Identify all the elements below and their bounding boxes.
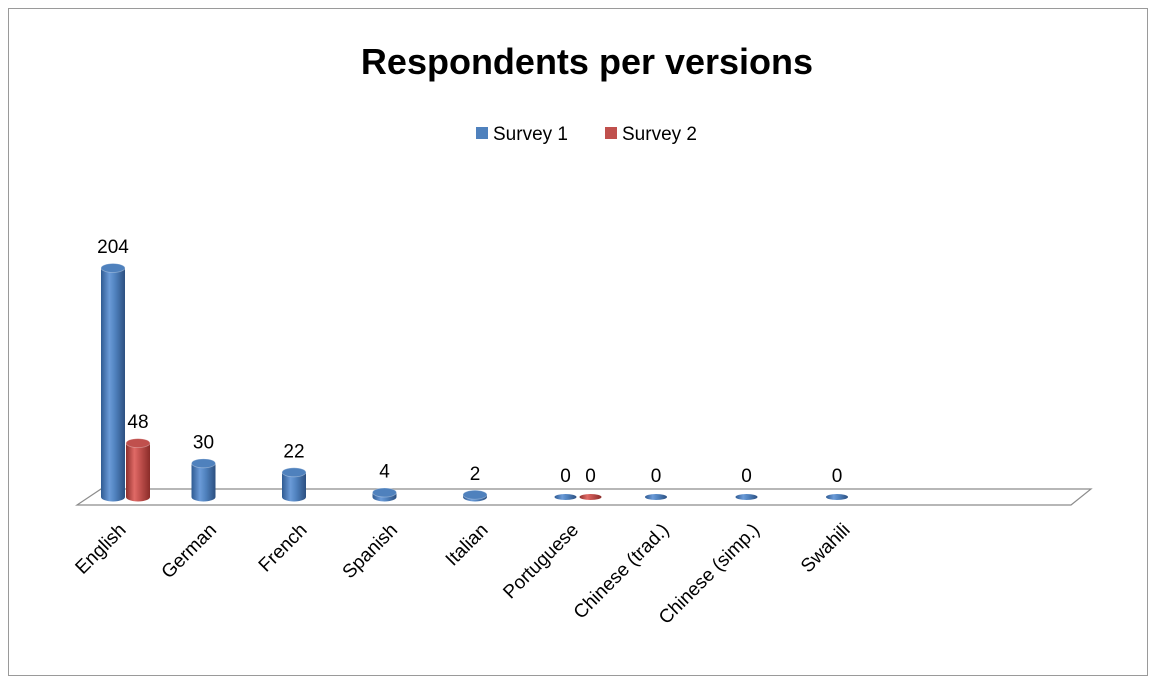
bar-survey-1-french xyxy=(281,467,307,502)
bar-survey-1-swahili xyxy=(826,494,848,500)
value-label-survey-1-english: 204 xyxy=(97,237,129,258)
bar-survey-1-english xyxy=(100,263,126,502)
chart-frame: Respondents per versions Survey 1 Survey… xyxy=(8,8,1148,676)
category-label-french: French xyxy=(255,520,312,577)
bar-survey-1-german xyxy=(191,458,216,502)
value-label-survey-1-german: 30 xyxy=(193,432,214,453)
category-label-portuguese: Portuguese xyxy=(499,520,583,604)
legend: Survey 1 Survey 2 xyxy=(476,124,697,145)
value-label-survey-2-portuguese: 0 xyxy=(585,466,596,487)
chart-svg: Respondents per versions Survey 1 Survey… xyxy=(72,41,1093,629)
bar-survey-1-italian xyxy=(462,489,488,502)
category-label-spanish: Spanish xyxy=(339,520,402,583)
value-label-survey-2-english: 48 xyxy=(127,412,148,433)
bar-survey-2-portuguese xyxy=(579,494,602,500)
category-label-swahili: Swahili xyxy=(797,520,854,577)
legend-label-survey-1: Survey 1 xyxy=(493,124,568,145)
category-label-english: English xyxy=(72,520,131,579)
bar-survey-1-chinese-simp xyxy=(735,494,758,500)
bar-survey-2-english xyxy=(125,438,151,502)
bars-group xyxy=(100,263,848,502)
legend-swatch-survey-1 xyxy=(476,127,488,139)
category-label-italian: Italian xyxy=(442,520,493,571)
value-label-survey-1-chinese-simp: 0 xyxy=(741,466,752,487)
legend-label-survey-2: Survey 2 xyxy=(622,124,697,145)
value-label-survey-1-chinese-trad: 0 xyxy=(651,466,662,487)
chart-title: Respondents per versions xyxy=(361,41,813,82)
value-label-survey-1-french: 22 xyxy=(283,441,304,462)
legend-swatch-survey-2 xyxy=(605,127,617,139)
category-label-chinese-trad: Chinese (trad.) xyxy=(570,520,674,624)
value-label-survey-1-portuguese: 0 xyxy=(560,466,571,487)
value-label-survey-1-italian: 2 xyxy=(470,464,481,485)
bar-survey-1-spanish xyxy=(372,487,397,502)
value-label-survey-1-swahili: 0 xyxy=(832,466,843,487)
category-label-german: German xyxy=(158,520,221,583)
value-label-survey-1-spanish: 4 xyxy=(379,462,390,483)
category-labels-group: English German French Spanish Italian Portugu… xyxy=(72,520,855,629)
bar-survey-1-chinese-trad xyxy=(645,494,667,500)
bar-survey-1-portuguese xyxy=(554,494,577,500)
